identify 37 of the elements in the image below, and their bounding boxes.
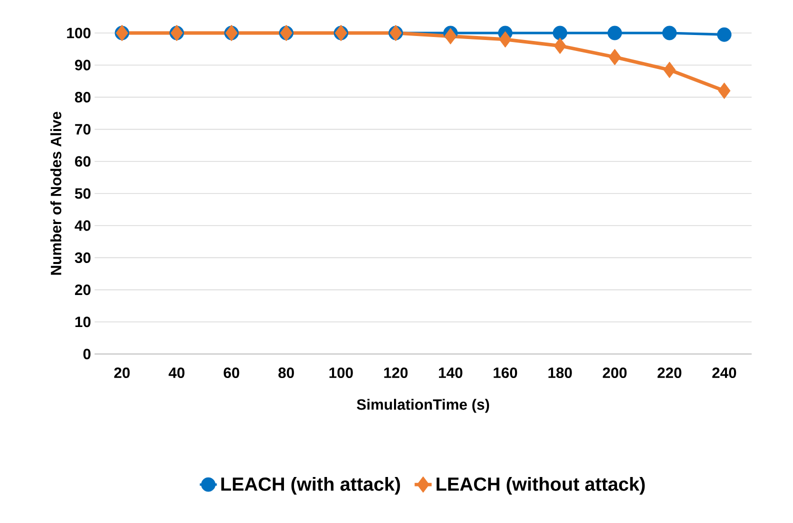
point [608,48,621,66]
point [663,62,676,78]
x-tick-label: 200 [602,367,627,378]
y-tick-label: 50 [74,188,90,199]
x-tick-label: 20 [114,367,130,378]
point [499,31,512,48]
legend-label: LEACH (without attack) [436,476,645,495]
y-tick-label: 30 [74,252,90,264]
x-tick-label: 100 [329,367,353,378]
legend-label: LEACH (with attack) [221,476,400,495]
y-tick-label: 10 [75,316,90,328]
x-tick-label: 120 [384,367,408,378]
y-tick-label: 70 [75,124,90,135]
y-tick-label: 100 [67,28,90,38]
x-tick-label: 80 [278,367,294,378]
x-tick-label: 40 [168,367,184,378]
y-axis-title: Number of Nodes Alive [50,112,62,275]
x-tick-label: 240 [712,367,736,378]
y-tick-label: 40 [74,220,90,231]
point [662,26,677,40]
point [554,38,566,54]
y-tick-label: 0 [83,348,90,360]
point [717,27,732,42]
point [552,26,568,40]
y-tick-label: 60 [75,156,90,167]
point [718,82,730,99]
y-tick-label: 80 [74,92,90,102]
point [444,28,457,44]
x-axis-title: SimulationTime (s) [356,398,490,413]
y-tick-label: 20 [75,284,90,296]
x-tick-label: 180 [548,367,572,378]
y-tick-label: 90 [75,60,90,70]
x-tick-label: 60 [224,367,240,378]
x-tick-label: 160 [494,367,518,378]
point [608,26,622,40]
x-tick-label: 140 [438,367,462,378]
x-tick-label: 220 [658,367,682,378]
